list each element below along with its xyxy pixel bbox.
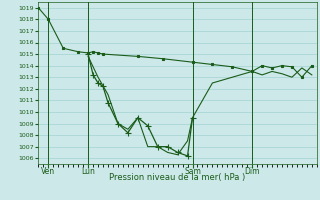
Text: Ven: Ven (41, 167, 55, 176)
Text: Dim: Dim (244, 167, 260, 176)
X-axis label: Pression niveau de la mer( hPa ): Pression niveau de la mer( hPa ) (109, 173, 246, 182)
Text: Lun: Lun (81, 167, 95, 176)
Text: Sam: Sam (184, 167, 201, 176)
